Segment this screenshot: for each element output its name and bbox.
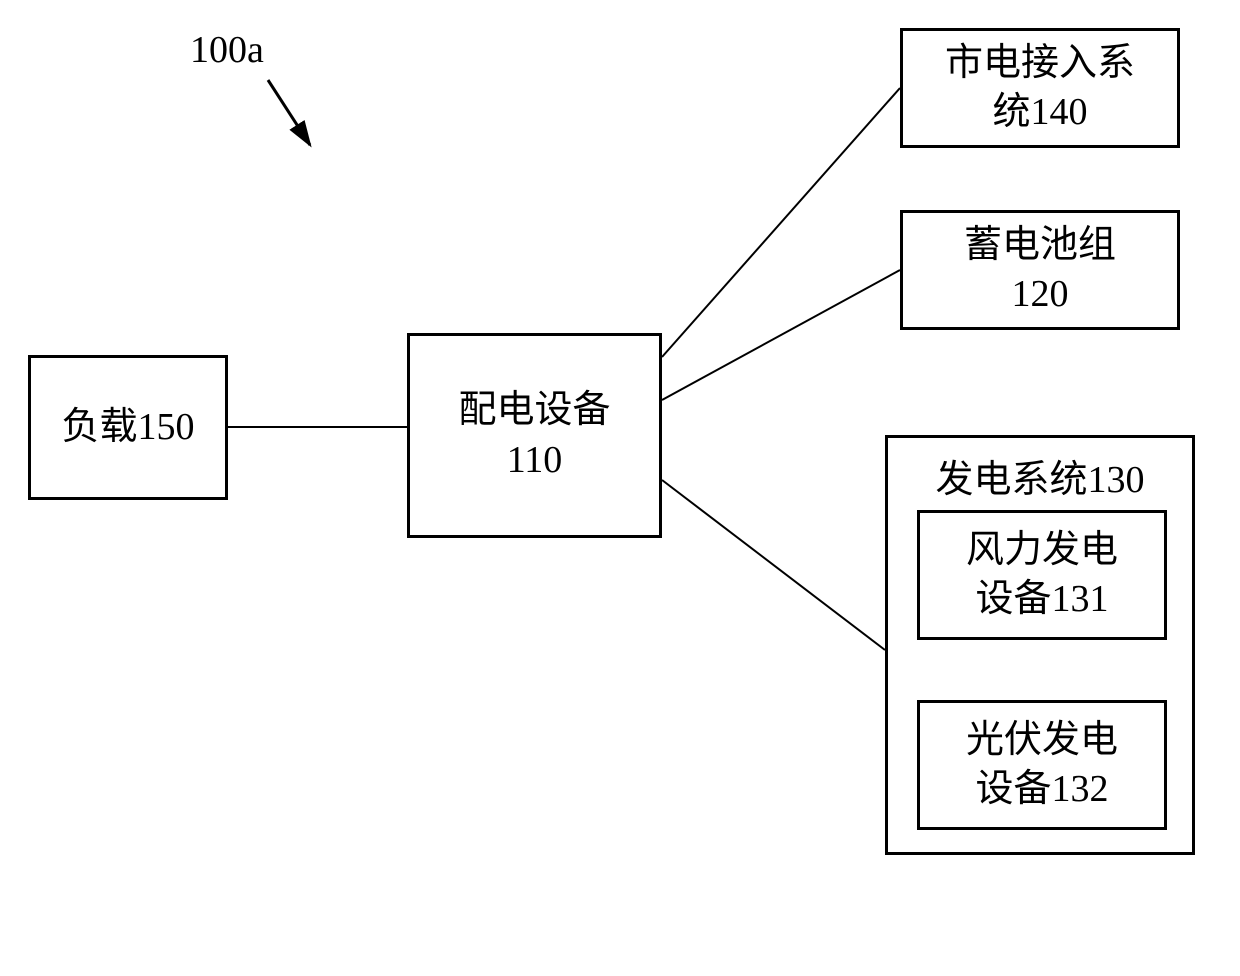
node-load: 负载150 [28,355,228,500]
ref-label-100a: 100a [190,28,264,72]
node-battery-label: 蓄电池组 120 [964,221,1116,320]
node-load-label-line1: 负载150 [61,406,194,448]
node-solar-label: 光伏发电 设备132 [966,716,1118,815]
node-battery: 蓄电池组 120 [900,210,1180,330]
node-distribution-label-line2: 110 [507,439,563,481]
node-distribution-label: 配电设备 110 [458,386,610,485]
node-battery-label-line2: 120 [1011,273,1068,315]
node-battery-label-line1: 蓄电池组 [964,224,1116,266]
node-distribution: 配电设备 110 [407,333,662,538]
node-solar-label-line2: 设备132 [975,768,1108,810]
ref-arrow-line [268,80,310,145]
node-wind-label-line2: 设备131 [975,578,1108,620]
node-grid: 市电接入系 统140 [900,28,1180,148]
node-grid-label-line1: 市电接入系 [945,42,1135,84]
node-wind-label-line1: 风力发电 [966,529,1118,571]
node-load-label: 负载150 [61,403,194,452]
node-gensystem-title: 发电系统130 [888,438,1192,503]
edge-distribution-battery [662,270,900,400]
node-wind: 风力发电 设备131 [917,510,1167,640]
edge-distribution-grid [662,88,900,357]
node-solar-label-line1: 光伏发电 [966,719,1118,761]
ref-label-text: 100a [190,29,264,71]
node-grid-label-line2: 统140 [992,91,1087,133]
node-wind-label: 风力发电 设备131 [966,526,1118,625]
node-gensystem-title-text: 发电系统130 [935,459,1144,501]
node-solar: 光伏发电 设备132 [917,700,1167,830]
node-distribution-label-line1: 配电设备 [458,389,610,431]
node-grid-label: 市电接入系 统140 [945,39,1135,138]
edge-distribution-gensystem [662,480,885,650]
